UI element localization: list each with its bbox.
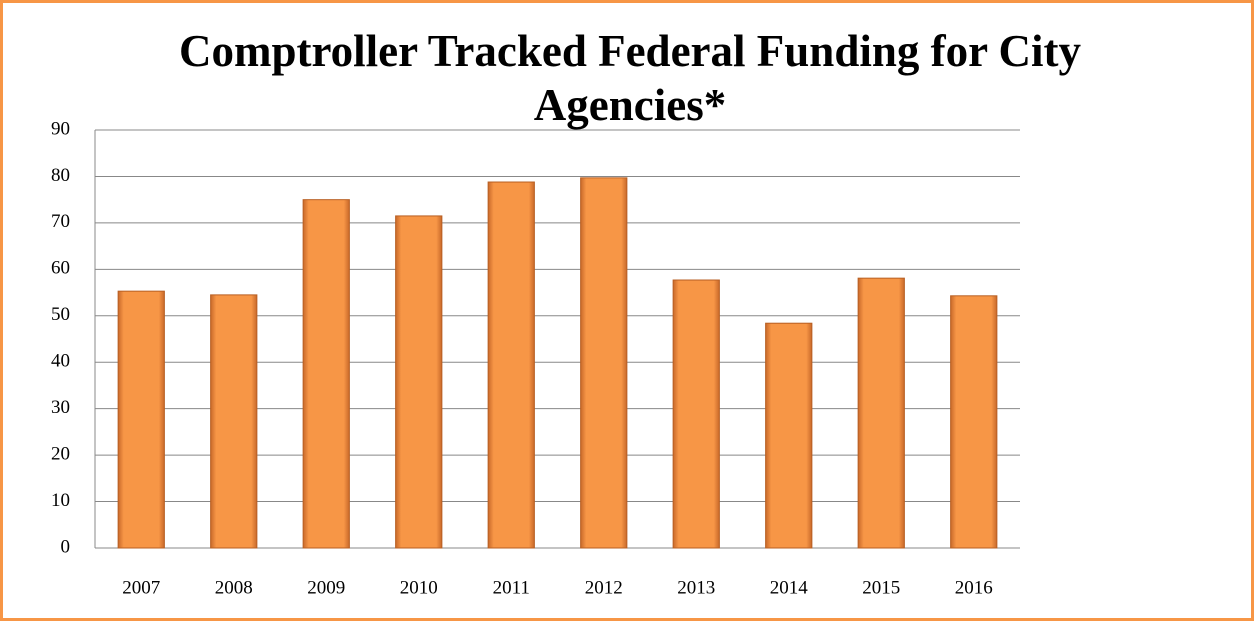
x-tick-label: 2012 bbox=[585, 577, 623, 598]
bar bbox=[487, 181, 535, 549]
bar bbox=[950, 295, 998, 549]
x-tick-label: 2016 bbox=[955, 577, 993, 598]
y-tick-label: 90 bbox=[51, 118, 70, 139]
y-tick-label: 10 bbox=[51, 490, 70, 511]
y-tick-label: 60 bbox=[51, 258, 70, 279]
bar bbox=[302, 199, 350, 549]
x-tick-label: 2013 bbox=[677, 577, 715, 598]
x-tick-label: 2009 bbox=[307, 577, 345, 598]
x-tick-label: 2007 bbox=[122, 577, 160, 598]
x-tick-label: 2011 bbox=[493, 577, 530, 598]
bar bbox=[395, 215, 443, 549]
bar bbox=[117, 290, 165, 549]
bar bbox=[857, 277, 905, 549]
x-tick-label: 2015 bbox=[862, 577, 900, 598]
y-tick-label: 30 bbox=[51, 397, 70, 418]
bar bbox=[580, 177, 628, 549]
chart-title: Comptroller Tracked Federal Funding for … bbox=[178, 26, 1082, 130]
y-tick-label: 0 bbox=[61, 536, 71, 557]
x-tick-label: 2014 bbox=[770, 577, 809, 598]
bar bbox=[672, 279, 720, 549]
x-tick-label: 2008 bbox=[215, 577, 253, 598]
y-tick-label: 50 bbox=[51, 304, 70, 325]
bar bbox=[210, 294, 258, 549]
y-tick-label: 20 bbox=[51, 443, 70, 464]
y-tick-label: 40 bbox=[51, 351, 70, 372]
y-tick-label: 80 bbox=[51, 165, 70, 186]
y-tick-label: 70 bbox=[51, 211, 70, 232]
x-tick-label: 2010 bbox=[400, 577, 438, 598]
bar bbox=[765, 322, 813, 549]
